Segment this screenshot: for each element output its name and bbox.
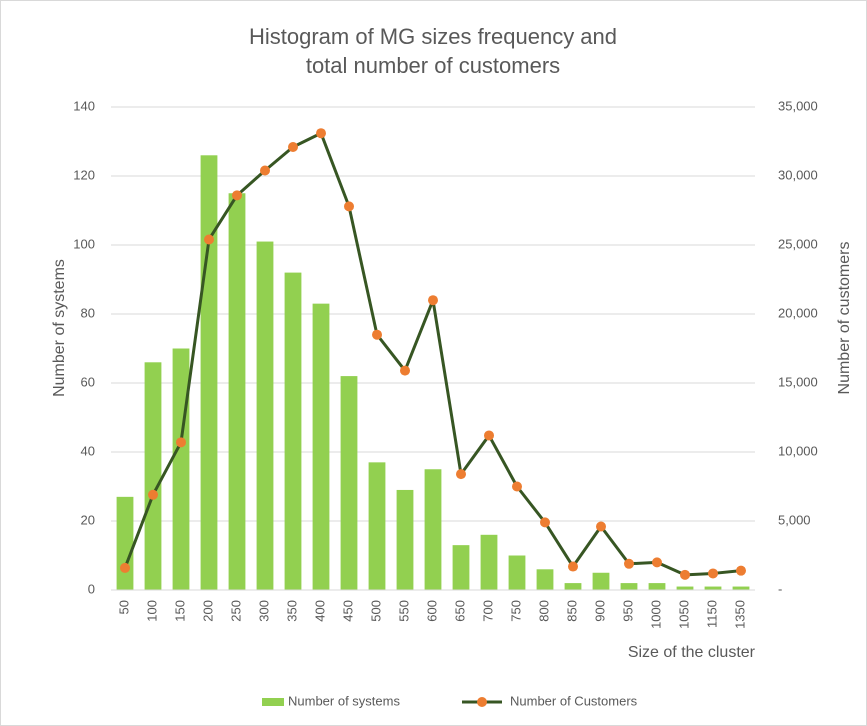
bar [256,241,274,591]
bar [732,586,750,590]
bar [116,496,134,590]
bar [312,303,330,590]
line-marker [428,295,438,306]
y-tick-label: 0 [88,581,95,596]
line-marker [316,128,326,139]
y2-tick-label: - [778,581,782,596]
x-axis-label: Size of the cluster [628,644,756,661]
bar [620,583,638,590]
line-marker [652,557,662,568]
line-marker [484,430,494,441]
line-marker [708,568,718,579]
line-marker [120,562,130,573]
y2-tick-label: 25,000 [778,236,818,251]
bar [368,462,386,590]
y2-tick-label: 15,000 [778,374,818,389]
bar [480,534,498,590]
line-marker [736,565,746,576]
x-tick-label: 650 [452,600,467,622]
x-tick-label: 950 [620,600,635,622]
bar [676,586,694,590]
bar [704,586,722,590]
y2-tick-label: 5,000 [778,512,811,527]
bar [228,193,246,590]
bar [396,489,414,590]
bar [564,583,582,590]
y-tick-label: 20 [81,512,95,527]
x-tick-label: 250 [228,600,243,622]
x-tick-label: 550 [396,600,411,622]
line-marker [540,517,550,528]
bar [200,155,218,591]
x-tick-label: 900 [592,600,607,622]
line-marker [344,201,354,212]
y-tick-label: 80 [81,305,95,320]
bar [452,545,470,590]
legend-swatch [262,698,284,706]
x-tick-label: 50 [116,600,131,614]
y2-tick-label: 30,000 [778,167,818,182]
line-marker [456,469,466,480]
legend-marker [477,697,487,707]
bar [648,583,666,590]
x-tick-label: 200 [200,600,215,622]
bar [284,272,302,590]
x-tick-label: 500 [368,600,383,622]
line-marker [596,521,606,532]
y2-tick-label: 10,000 [778,443,818,458]
x-tick-label: 1350 [732,600,747,629]
line-marker [176,437,186,448]
line-marker [624,558,634,569]
x-tick-label: 1150 [704,600,719,628]
x-tick-label: 850 [564,600,579,622]
y2-tick-label: 35,000 [778,98,818,113]
line-marker [400,365,410,376]
line-marker [512,481,522,492]
bar [340,376,358,590]
line-marker [680,569,690,580]
x-tick-label: 750 [508,600,523,622]
y-tick-label: 40 [81,443,95,458]
legend-label: Number of Customers [510,693,638,708]
x-tick-label: 450 [340,600,355,622]
bar [144,362,162,590]
line-marker [260,165,270,176]
x-tick-label: 350 [284,600,299,622]
chart-title: Histogram of MG sizes frequency and tota… [248,24,618,78]
y-tick-label: 140 [73,98,95,113]
bar [592,572,610,590]
y2-axis-label: Number of customers [836,242,853,395]
y-axis-label: Number of systems [51,259,68,397]
x-tick-label: 700 [480,600,495,622]
bar [172,348,190,590]
line-marker [568,561,578,572]
y2-tick-label: 20,000 [778,305,818,320]
x-tick-label: 1050 [676,600,691,629]
x-tick-label: 1000 [648,600,663,629]
line-marker [232,190,242,201]
x-tick-label: 100 [144,600,159,622]
bar [536,569,554,590]
y-tick-label: 120 [73,167,95,182]
y-tick-label: 100 [73,236,95,251]
line-marker [204,234,214,245]
legend-label: Number of systems [288,693,400,708]
line-marker [288,142,298,153]
x-tick-label: 150 [172,600,187,622]
line-marker [372,329,382,340]
y-tick-label: 60 [81,374,95,389]
x-tick-label: 400 [312,600,327,622]
x-tick-label: 300 [256,600,271,622]
line-marker [148,489,158,500]
x-tick-label: 600 [424,600,439,622]
bar [424,469,442,590]
bar [508,555,526,590]
x-tick-label: 800 [536,600,551,622]
